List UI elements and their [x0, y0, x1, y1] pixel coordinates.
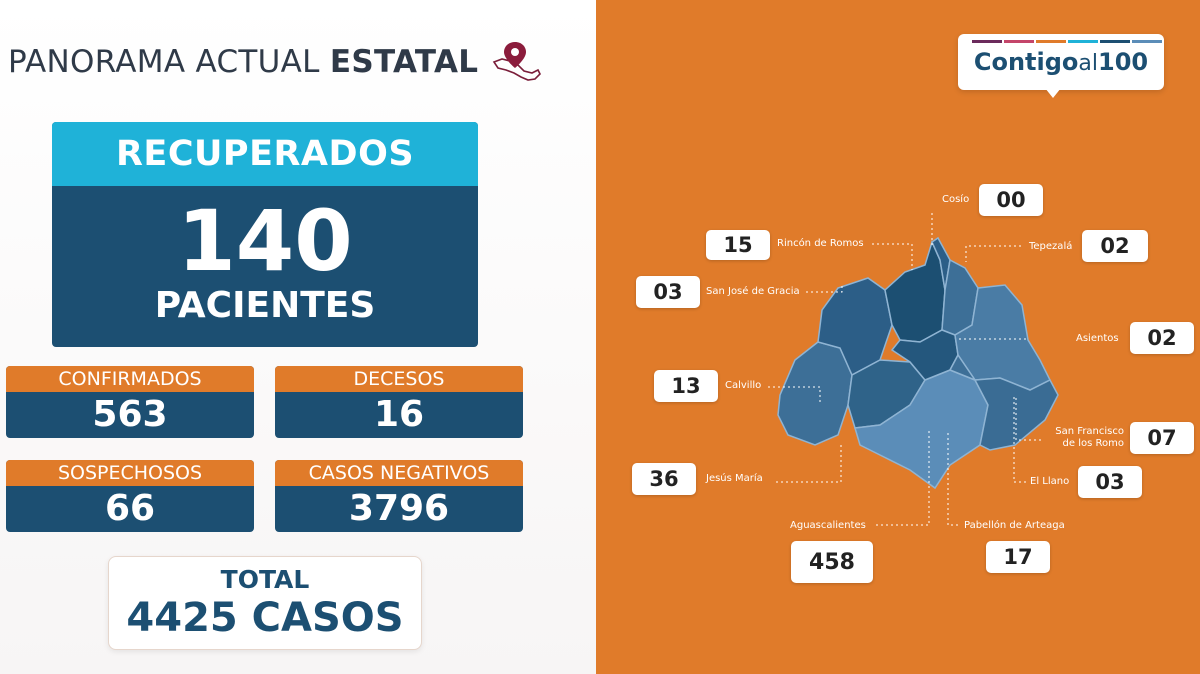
brand-color-bars — [972, 40, 1162, 43]
municipality-value: 17 — [986, 541, 1050, 573]
municipality-value: 15 — [706, 230, 770, 260]
municipality-value: 02 — [1130, 322, 1194, 354]
municipality-label: Rincón de Romos — [777, 238, 864, 249]
left-panel: PANORAMA ACTUAL ESTATAL RECUPERADOS 140 … — [0, 0, 596, 674]
recovered-header: RECUPERADOS — [52, 122, 478, 186]
stat-suspected: SOSPECHOSOS 66 — [6, 460, 254, 532]
municipality-label: San José de Gracia — [706, 286, 800, 297]
brand-logo: Contigoal100 — [958, 34, 1164, 90]
municipality-label: Jesús María — [706, 473, 763, 484]
recovered-value: 140 — [177, 192, 353, 290]
stat-value: 3796 — [348, 488, 450, 529]
stat-label: SOSPECHOSOS — [6, 460, 254, 486]
total-label: TOTAL — [220, 565, 310, 594]
stat-value: 66 — [104, 488, 156, 529]
municipality-label: El Llano — [1030, 476, 1070, 487]
page-header: PANORAMA ACTUAL ESTATAL — [8, 40, 544, 84]
municipality-label: Calvillo — [725, 380, 762, 391]
municipality-label: Aguascalientes — [790, 520, 866, 531]
stat-value: 563 — [92, 394, 168, 435]
municipality-label: Tepezalá — [1029, 241, 1073, 252]
total-value: 4425 CASOS — [126, 595, 404, 641]
stat-negative: CASOS NEGATIVOS 3796 — [275, 460, 523, 532]
brand-speech-tail — [1045, 88, 1061, 98]
brand-text: Contigoal100 — [973, 48, 1149, 76]
stat-confirmed: CONFIRMADOS 563 — [6, 366, 254, 438]
municipality-value: 02 — [1082, 230, 1148, 262]
municipality-value: 07 — [1130, 422, 1194, 454]
page-title: PANORAMA ACTUAL ESTATAL — [8, 44, 479, 80]
municipality-label: San Francisco de los Romo — [1055, 426, 1124, 449]
stat-label: CASOS NEGATIVOS — [275, 460, 523, 486]
stat-label: DECESOS — [275, 366, 523, 392]
stat-label: CONFIRMADOS — [6, 366, 254, 392]
municipality-value: 00 — [979, 184, 1043, 216]
stat-value: 16 — [373, 394, 425, 435]
map-region-san-francisco — [948, 353, 978, 382]
municipality-value: 36 — [632, 463, 696, 495]
state-map — [777, 236, 1059, 490]
municipality-label: Cosío — [942, 194, 970, 205]
municipality-value: 03 — [636, 276, 700, 308]
map-leader-lines — [768, 213, 1041, 526]
stat-deaths: DECESOS 16 — [275, 366, 523, 438]
municipality-value: 03 — [1078, 466, 1142, 498]
total-card: TOTAL 4425 CASOS — [108, 556, 422, 650]
recovered-card: RECUPERADOS 140 PACIENTES — [52, 122, 478, 347]
municipality-label: Pabellón de Arteaga — [964, 520, 1065, 531]
municipality-value: 458 — [791, 541, 873, 583]
recovered-unit: PACIENTES — [154, 285, 376, 326]
municipality-label: Asientos — [1076, 333, 1119, 344]
recovered-label: RECUPERADOS — [115, 134, 415, 174]
mexico-map-pin-icon — [493, 42, 542, 81]
municipality-value: 13 — [654, 370, 718, 402]
